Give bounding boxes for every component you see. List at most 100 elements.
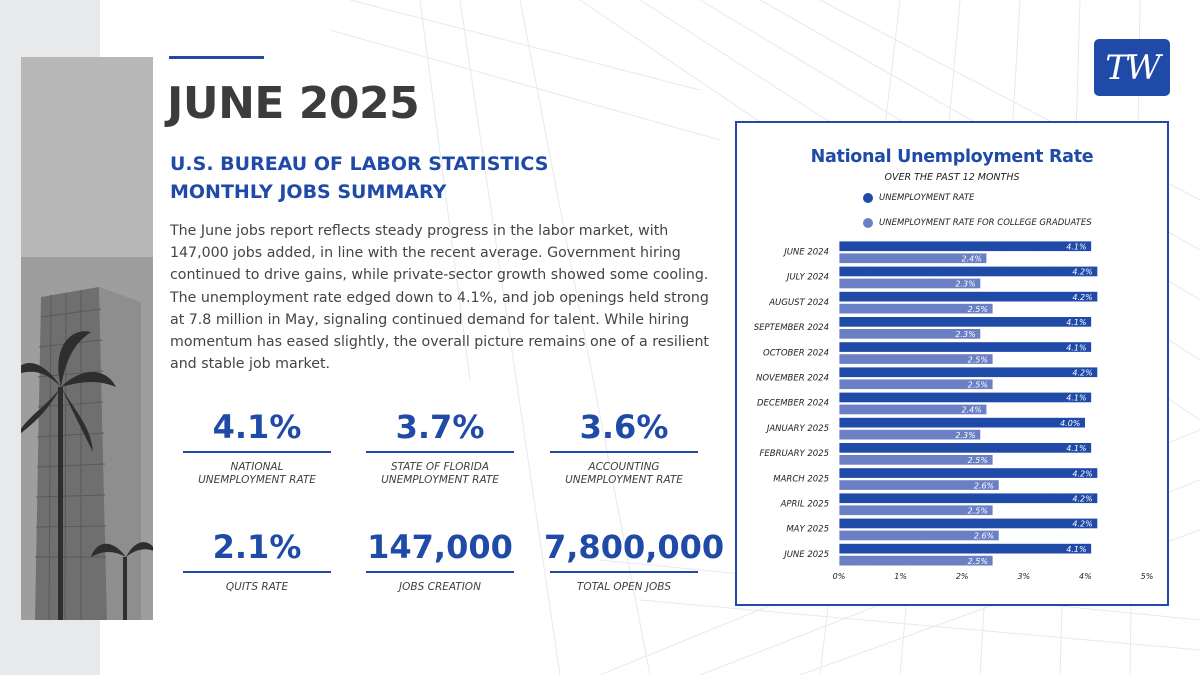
stat-label-line-1: NATIONAL: [230, 461, 284, 473]
bar: [838, 529, 1000, 542]
chart-plot: JUNE 2024 4.1% 2.4% JULY 2024 4.2% 2.3% AUGUST…: [754, 240, 1154, 581]
bar: [838, 240, 1092, 252]
stat-label-line-1: QUITS RATE: [225, 581, 289, 593]
bar: [838, 492, 1099, 504]
page-subtitle: U.S. BUREAU OF LABOR STATISTICS MONTHLY …: [170, 150, 548, 206]
data-label: 2.5%: [968, 305, 988, 314]
data-label: 2.5%: [968, 507, 988, 516]
summary-paragraph: The June jobs report reflects steady pro…: [170, 223, 709, 373]
chart-subtitle: OVER THE PAST 12 MONTHS: [884, 172, 1020, 183]
data-label: 4.1%: [1066, 394, 1086, 403]
data-label: 2.6%: [974, 532, 994, 541]
legend-dot-icon: [863, 218, 873, 228]
stat-florida-unemployment: 3.7% STATE OF FLORIDA UNEMPLOYMENT RATE: [360, 405, 520, 487]
stat-label-line-1: JOBS CREATION: [399, 581, 481, 593]
bar: [838, 428, 982, 441]
stat-label: JOBS CREATION: [360, 581, 520, 594]
stat-accounting-unemployment: 3.6% ACCOUNTING UNEMPLOYMENT RATE: [544, 405, 704, 487]
category-label: JULY 2024: [785, 273, 829, 283]
stat-divider: [550, 451, 698, 453]
stat-divider: [183, 451, 331, 453]
subtitle-line-1: U.S. BUREAU OF LABOR STATISTICS: [170, 153, 549, 175]
stat-divider: [366, 451, 514, 453]
bar: [838, 265, 1099, 278]
building-photo: [21, 57, 153, 620]
bar: [838, 554, 994, 567]
bar: [838, 302, 994, 315]
x-tick-label: 4%: [1079, 572, 1092, 581]
legend-dot-icon: [863, 193, 873, 203]
stat-value: 3.6%: [579, 408, 669, 446]
data-label: 2.4%: [962, 406, 982, 415]
bar: [838, 479, 1000, 491]
data-label: 4.1%: [1066, 343, 1086, 352]
stat-quits-rate: 2.1% QUITS RATE: [177, 525, 337, 594]
stat-value: 147,000: [367, 528, 513, 566]
data-label: 4.2%: [1072, 268, 1092, 277]
legend-label: UNEMPLOYMENT RATE: [879, 193, 975, 203]
bar: [838, 454, 994, 466]
category-label: JUNE 2025: [782, 550, 829, 560]
category-label: SEPTEMBER 2024: [754, 323, 829, 333]
data-label: 4.1%: [1066, 318, 1086, 327]
category-label: MAY 2025: [786, 525, 829, 535]
stat-label: QUITS RATE: [177, 581, 337, 594]
stat-label: NATIONAL UNEMPLOYMENT RATE: [177, 461, 337, 487]
bar: [838, 316, 1092, 328]
data-label: 4.1%: [1066, 444, 1086, 453]
category-label: JANUARY 2025: [765, 424, 829, 434]
legend-label: UNEMPLOYMENT RATE FOR COLLEGE GRADUATES: [879, 218, 1092, 228]
stat-label: TOTAL OPEN JOBS: [544, 581, 704, 594]
stat-label-line-2: UNEMPLOYMENT RATE: [565, 474, 683, 486]
data-label: 2.6%: [974, 481, 994, 490]
bar: [838, 277, 982, 290]
data-label: 4.2%: [1072, 369, 1092, 378]
stat-national-unemployment: 4.1% NATIONAL UNEMPLOYMENT RATE: [177, 405, 337, 487]
stat-value: 7,800,000: [544, 528, 725, 566]
data-label: 4.0%: [1060, 419, 1080, 428]
subtitle-line-2: MONTHLY JOBS SUMMARY: [170, 181, 447, 203]
stat-value: 3.7%: [395, 408, 485, 446]
stat-label: ACCOUNTING UNEMPLOYMENT RATE: [544, 461, 704, 487]
x-tick-label: 2%: [956, 572, 969, 581]
bar: [838, 467, 1099, 479]
data-label: 2.5%: [968, 355, 988, 364]
stat-divider: [550, 571, 698, 573]
data-label: 4.1%: [1066, 243, 1086, 252]
legend-item-unemployment-rate: UNEMPLOYMENT RATE: [863, 191, 974, 205]
data-label: 2.3%: [955, 431, 975, 440]
data-label: 4.2%: [1072, 495, 1092, 504]
bar: [838, 252, 988, 264]
page-title: JUNE 2025: [167, 78, 420, 129]
stat-total-open-jobs: 7,800,000 TOTAL OPEN JOBS: [544, 525, 725, 594]
bar: [838, 504, 994, 516]
stat-label-line-1: ACCOUNTING: [588, 461, 660, 473]
data-label: 4.2%: [1072, 469, 1092, 478]
data-label: 2.5%: [968, 456, 988, 465]
data-label: 4.2%: [1072, 520, 1092, 529]
bar: [838, 391, 1092, 404]
stat-label-line-2: UNEMPLOYMENT RATE: [381, 474, 499, 486]
stat-value: 2.1%: [212, 528, 302, 566]
category-label: MARCH 2025: [773, 474, 829, 484]
bar: [838, 542, 1092, 555]
category-label: APRIL 2025: [780, 500, 829, 510]
x-tick-label: 5%: [1141, 572, 1154, 581]
bar: [838, 517, 1099, 530]
data-label: 4.1%: [1066, 545, 1086, 554]
x-tick-label: 0%: [833, 572, 846, 581]
stat-label-line-1: STATE OF FLORIDA: [390, 461, 490, 473]
data-label: 2.5%: [968, 381, 988, 390]
category-label: NOVEMBER 2024: [756, 374, 829, 384]
category-label: OCTOBER 2024: [763, 348, 829, 358]
chart-title: National Unemployment Rate: [810, 147, 1094, 167]
category-label: FEBRUARY 2025: [760, 449, 829, 459]
data-label: 4.2%: [1072, 293, 1092, 302]
brand-logo: TW: [1094, 39, 1170, 96]
data-label: 2.3%: [955, 280, 975, 289]
bar: [838, 290, 1099, 303]
category-label: JUNE 2024: [782, 248, 829, 258]
data-label: 2.4%: [962, 255, 982, 264]
bar: [838, 341, 1092, 353]
bar: [838, 416, 1086, 429]
